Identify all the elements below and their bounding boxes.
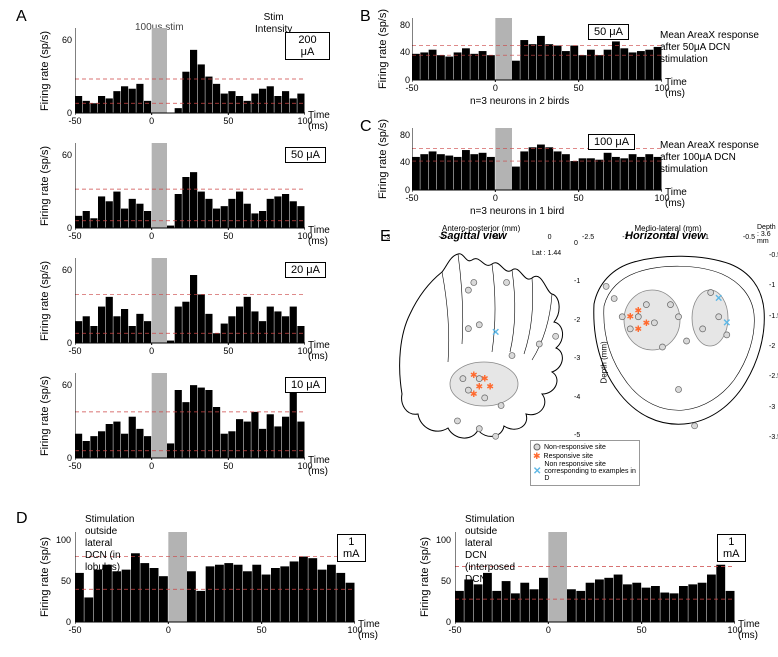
x-axis-label: Time (ms) — [308, 225, 330, 247]
panel-b-label: B — [360, 8, 371, 26]
histogram — [75, 28, 305, 115]
svg-text:✕: ✕ — [715, 294, 723, 305]
x-axis-label: Time (ms) — [308, 110, 330, 132]
svg-text:✱: ✱ — [635, 324, 643, 334]
svg-text:✱: ✱ — [470, 389, 478, 399]
x-axis-label: Time (ms) — [308, 340, 330, 362]
histogram — [75, 258, 305, 345]
svg-text:✕: ✕ — [491, 327, 499, 338]
panel-b-intensity: 50 μA — [588, 24, 629, 40]
panel-c-title: Mean AreaX response after 100μA DCN stim… — [660, 140, 775, 176]
svg-text:✱: ✱ — [626, 312, 634, 322]
panel-a-label: A — [16, 8, 27, 26]
panel-c-sub: n=3 neurons in 1 bird — [470, 206, 564, 218]
svg-text:✱: ✱ — [635, 306, 643, 316]
panel-d-label: D — [16, 510, 28, 528]
intensity-box: 20 μA — [285, 262, 326, 278]
panel-b-sub: n=3 neurons in 2 birds — [470, 96, 569, 108]
y-axis-label: Firing rate (sp/s) — [39, 26, 51, 116]
histogram — [75, 373, 305, 460]
svg-text:✱: ✱ — [470, 370, 478, 380]
y-axis-label: Firing rate (sp/s) — [39, 256, 51, 346]
panel-c-label: C — [360, 118, 372, 136]
legend: Non-responsive site ✱Responsive site ✕No… — [530, 440, 640, 486]
intensity-box: 10 μA — [285, 377, 326, 393]
intensity-box: 200 μA — [285, 32, 330, 60]
svg-text:✱: ✱ — [486, 381, 494, 391]
y-axis-label: Firing rate (sp/s) — [39, 371, 51, 461]
histogram — [75, 143, 305, 230]
panel-b-title: Mean AreaX response after 50μA DCN stimu… — [660, 30, 775, 66]
svg-text:✱: ✱ — [643, 318, 651, 328]
panel-c-intensity: 100 μA — [588, 134, 635, 150]
x-axis-label: Time (ms) — [308, 455, 330, 477]
intensity-box: 50 μA — [285, 147, 326, 163]
svg-text:✕: ✕ — [723, 318, 731, 329]
y-axis-label: Firing rate (sp/s) — [39, 141, 51, 231]
